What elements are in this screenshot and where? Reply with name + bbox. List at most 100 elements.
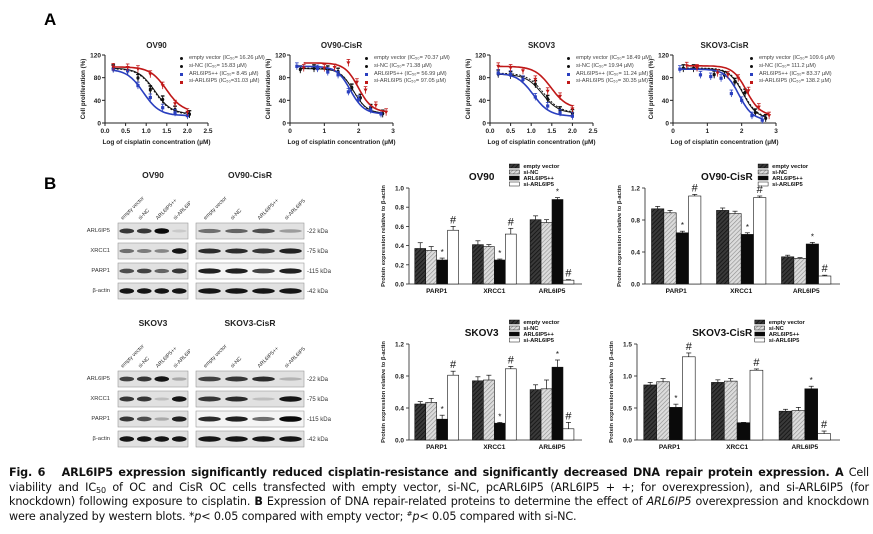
protein-band (252, 248, 275, 254)
bar (540, 222, 553, 285)
bar (529, 389, 542, 441)
blot-strip (195, 262, 305, 280)
data-point (173, 102, 178, 106)
caption-part-b-label: B (254, 495, 263, 509)
caption-p-italic-2: p (412, 509, 420, 523)
protein-band (225, 268, 248, 274)
protein-band (279, 248, 302, 254)
western-blot-skov3-cisr: SKOV3-CisR empty vector si-NC ARL6IP5++ si-A… (195, 318, 332, 448)
figure-caption: Fig. 6 ARL6IP5 expression significantly … (9, 466, 869, 524)
legend-label: empty vector (IC₅₀= 16.26 µM) (189, 55, 265, 61)
legend-label: empty vector (523, 164, 560, 170)
legend-swatch (754, 337, 765, 343)
bar (817, 433, 831, 441)
y-tick-label: 1.0 (623, 374, 632, 381)
protein-band (198, 416, 221, 422)
protein-band (171, 288, 187, 294)
x-tick-label: 2.5 (588, 128, 597, 135)
square-marker-icon (365, 72, 368, 76)
caption-hash-note: < 0.05 compared with si-NC. (419, 509, 577, 523)
data-point (185, 110, 190, 115)
data-point (767, 114, 772, 118)
curve-si-nc (300, 67, 383, 114)
data-point (521, 77, 525, 81)
protein-band (198, 248, 221, 254)
bar (562, 279, 575, 285)
legend-label: si-ARL6IP5 (769, 338, 800, 344)
category-label: ARL6IP5 (539, 288, 566, 295)
blot-title: OV90-CisR (228, 170, 272, 180)
bar (791, 410, 806, 441)
legend-swatch (757, 163, 769, 169)
protein-band (154, 228, 170, 234)
kda-marker: -42 kDa (307, 289, 329, 295)
data-point (546, 97, 550, 101)
data-point (684, 64, 689, 68)
protein-band (171, 396, 187, 402)
dot-marker-icon (365, 65, 368, 69)
data-point (733, 80, 737, 84)
data-point (743, 90, 747, 94)
protein-band (171, 377, 187, 381)
y-tick-label: 80 (662, 75, 670, 82)
data-point (111, 65, 116, 69)
lane-label: si-NC (137, 356, 151, 370)
y-axis-label: Protein expression relative to β-actin (609, 341, 615, 443)
significance-star: * (746, 223, 749, 232)
protein-band (154, 288, 170, 294)
y-tick-label: 1.2 (631, 186, 640, 193)
protein-band (252, 288, 275, 294)
x-axis-label: Log of cisplatin concentration (µM) (102, 139, 210, 146)
significance-hash: # (450, 214, 457, 226)
curve-si-arl6ip5 (303, 62, 387, 113)
legend-item: empty vector (IC₅₀= 16.26 µM) (180, 55, 265, 63)
y-tick-label: 0.0 (623, 438, 632, 445)
protein-band (171, 248, 187, 254)
y-tick-label: 0 (97, 121, 101, 128)
protein-band (279, 416, 302, 422)
protein-band (279, 268, 302, 274)
bar (447, 374, 459, 441)
protein-band (136, 228, 152, 234)
caption-hash-symbol: # (406, 509, 413, 518)
dot-marker-icon (567, 57, 570, 61)
data-point (712, 72, 716, 76)
legend-item: si-NC (IC₅₀= 19.94 µM) (567, 63, 652, 71)
caption-part-b-text-1: Expression of DNA repair-related protein… (266, 495, 643, 509)
data-point (326, 70, 330, 74)
significance-hash: # (686, 341, 693, 353)
protein-band (279, 288, 302, 294)
significance-star: * (556, 350, 559, 359)
category-label: XRCC1 (730, 288, 752, 295)
panel-label-b: B (44, 174, 57, 193)
legend-swatch (509, 325, 520, 331)
bar (663, 212, 677, 285)
legend-swatch (757, 175, 769, 181)
category-label: ARL6IP5 (793, 288, 820, 295)
legend-label: si-ARL6IP5 (IC₅₀= 30.35 µM) (576, 78, 648, 85)
bar (643, 384, 657, 441)
y-axis-label: Cell proliferation (%) (80, 59, 87, 120)
data-point (135, 67, 140, 72)
category-label: PARP1 (659, 444, 681, 451)
x-tick-label: 2 (740, 128, 744, 135)
significance-star: * (441, 248, 444, 257)
protein-band (171, 268, 187, 274)
x-tick-label: 1.5 (547, 128, 556, 135)
data-point (753, 110, 757, 114)
data-point (148, 72, 153, 77)
y-tick-label: 1.5 (623, 342, 632, 349)
bar (425, 250, 437, 285)
legend-swatch (509, 319, 520, 325)
protein-band (136, 376, 152, 382)
protein-band (252, 397, 275, 401)
blot-strip (117, 370, 189, 388)
y-tick-label: 80 (94, 75, 102, 82)
blot-strip (195, 390, 305, 408)
data-point (125, 65, 130, 70)
data-point (136, 84, 140, 88)
chart-title: SKOV3 (465, 328, 499, 339)
triangle-marker-icon (567, 80, 570, 84)
blot-strip (117, 410, 189, 428)
